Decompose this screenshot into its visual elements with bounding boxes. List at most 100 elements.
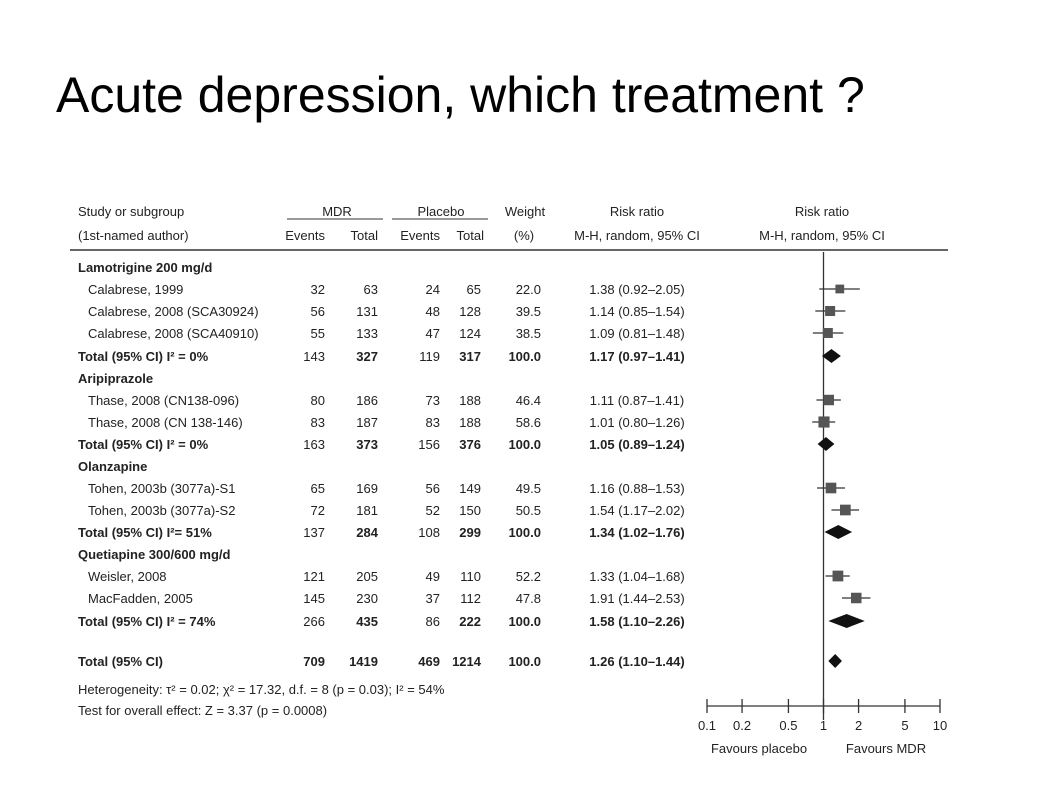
header-study: Study or subgroup (78, 204, 184, 219)
header-weight: Weight (505, 204, 546, 219)
placebo-total-cell: 317 (459, 349, 481, 364)
mdr-total-cell: 230 (356, 591, 378, 606)
mdr-events-cell: 266 (303, 614, 325, 629)
mdr-total-cell: 131 (356, 304, 378, 319)
mdr-events-cell: 163 (303, 437, 325, 452)
mdr-total-cell: 186 (356, 393, 378, 408)
x-tick-label: 5 (901, 718, 908, 733)
total-label: Total (95% CI) I² = 0% (78, 349, 209, 364)
weight-cell: 46.4 (516, 393, 541, 408)
risk-ratio-cell: 1.11 (0.87–1.41) (590, 393, 684, 408)
header-risk-ratio: Risk ratio (610, 204, 664, 219)
mdr-total-cell: 373 (356, 437, 378, 452)
header-risk-ratio-method: M-H, random, 95% CI (574, 228, 700, 243)
study-label: Thase, 2008 (CN 138-146) (88, 415, 243, 430)
mdr-events-cell: 80 (311, 393, 325, 408)
study-label: Tohen, 2003b (3077a)-S2 (88, 503, 235, 518)
mdr-total-cell: 1419 (349, 654, 378, 669)
weight-cell: 49.5 (516, 481, 541, 496)
study-label: Calabrese, 1999 (88, 282, 183, 297)
placebo-total-cell: 150 (459, 503, 481, 518)
header-plot-method: M-H, random, 95% CI (759, 228, 885, 243)
mdr-total-cell: 133 (356, 326, 378, 341)
weight-cell: 100.0 (508, 654, 541, 669)
placebo-total-cell: 376 (459, 437, 481, 452)
mdr-events-cell: 709 (303, 654, 325, 669)
placebo-events-cell: 73 (426, 393, 440, 408)
overall-diamond (828, 654, 842, 668)
heterogeneity-note: Heterogeneity: τ² = 0.02; χ² = 17.32, d.… (78, 682, 445, 697)
weight-cell: 100.0 (508, 525, 541, 540)
placebo-events-cell: 48 (426, 304, 440, 319)
x-tick-label: 0.1 (698, 718, 716, 733)
group-label: Quetiapine 300/600 mg/d (78, 547, 231, 562)
weight-cell: 39.5 (516, 304, 541, 319)
header-weight-unit: (%) (514, 228, 534, 243)
risk-ratio-cell: 1.09 (0.81–1.48) (589, 326, 684, 341)
weight-cell: 22.0 (516, 282, 541, 297)
placebo-events-cell: 119 (419, 349, 440, 364)
favours-mdr-label: Favours MDR (846, 741, 926, 756)
study-point (835, 284, 845, 294)
mdr-events-cell: 55 (311, 326, 325, 341)
weight-cell: 100.0 (508, 349, 541, 364)
subgroup-diamond (817, 437, 835, 451)
placebo-total-cell: 1214 (452, 654, 482, 669)
study-point (840, 504, 851, 516)
weight-cell: 100.0 (508, 437, 541, 452)
header-plot-risk-ratio: Risk ratio (795, 204, 849, 219)
subgroup-diamond (828, 614, 865, 628)
risk-ratio-cell: 1.91 (1.44–2.53) (589, 591, 684, 606)
risk-ratio-cell: 1.58 (1.10–2.26) (589, 614, 684, 629)
placebo-total-cell: 110 (460, 569, 481, 584)
weight-cell: 50.5 (516, 503, 541, 518)
header-mdr-events: Events (285, 228, 325, 243)
mdr-events-cell: 145 (303, 591, 325, 606)
group-label: Olanzapine (78, 459, 147, 474)
placebo-events-cell: 37 (426, 591, 440, 606)
placebo-total-cell: 188 (459, 393, 481, 408)
placebo-events-cell: 49 (426, 569, 440, 584)
study-point (818, 416, 830, 428)
placebo-events-cell: 47 (426, 326, 440, 341)
group-label: Aripiprazole (78, 371, 153, 386)
placebo-total-cell: 124 (459, 326, 481, 341)
mdr-events-cell: 72 (311, 503, 325, 518)
header-mdr: MDR (322, 204, 352, 219)
mdr-events-cell: 56 (311, 304, 325, 319)
placebo-events-cell: 52 (426, 503, 440, 518)
x-tick-label: 0.2 (733, 718, 751, 733)
mdr-events-cell: 143 (303, 349, 325, 364)
study-point (825, 305, 836, 317)
risk-ratio-cell: 1.01 (0.80–1.26) (589, 415, 684, 430)
study-label: Thase, 2008 (CN138-096) (88, 393, 239, 408)
placebo-total-cell: 222 (459, 614, 481, 629)
x-tick-label: 0.5 (779, 718, 797, 733)
placebo-total-cell: 149 (459, 481, 481, 496)
risk-ratio-cell: 1.16 (0.88–1.53) (589, 481, 684, 496)
subgroup-diamond (824, 525, 853, 539)
mdr-total-cell: 187 (356, 415, 378, 430)
study-point (850, 592, 862, 604)
mdr-events-cell: 83 (311, 415, 325, 430)
risk-ratio-cell: 1.26 (1.10–1.44) (589, 654, 684, 669)
placebo-events-cell: 83 (426, 415, 440, 430)
study-point (825, 482, 837, 494)
mdr-events-cell: 137 (303, 525, 325, 540)
placebo-events-cell: 108 (418, 525, 440, 540)
weight-cell: 38.5 (516, 326, 541, 341)
mdr-total-cell: 63 (364, 282, 378, 297)
total-label: Total (95% CI) I² = 0% (78, 437, 209, 452)
favours-placebo-label: Favours placebo (711, 741, 807, 756)
placebo-events-cell: 24 (426, 282, 440, 297)
study-label: Tohen, 2003b (3077a)-S1 (88, 481, 235, 496)
study-label: Calabrese, 2008 (SCA30924) (88, 304, 259, 319)
placebo-total-cell: 65 (467, 282, 481, 297)
header-author: (1st-named author) (78, 228, 189, 243)
study-label: Calabrese, 2008 (SCA40910) (88, 326, 259, 341)
x-tick-label: 10 (933, 718, 947, 733)
placebo-events-cell: 156 (418, 437, 440, 452)
placebo-events-cell: 56 (426, 481, 440, 496)
risk-ratio-cell: 1.38 (0.92–2.05) (589, 282, 684, 297)
